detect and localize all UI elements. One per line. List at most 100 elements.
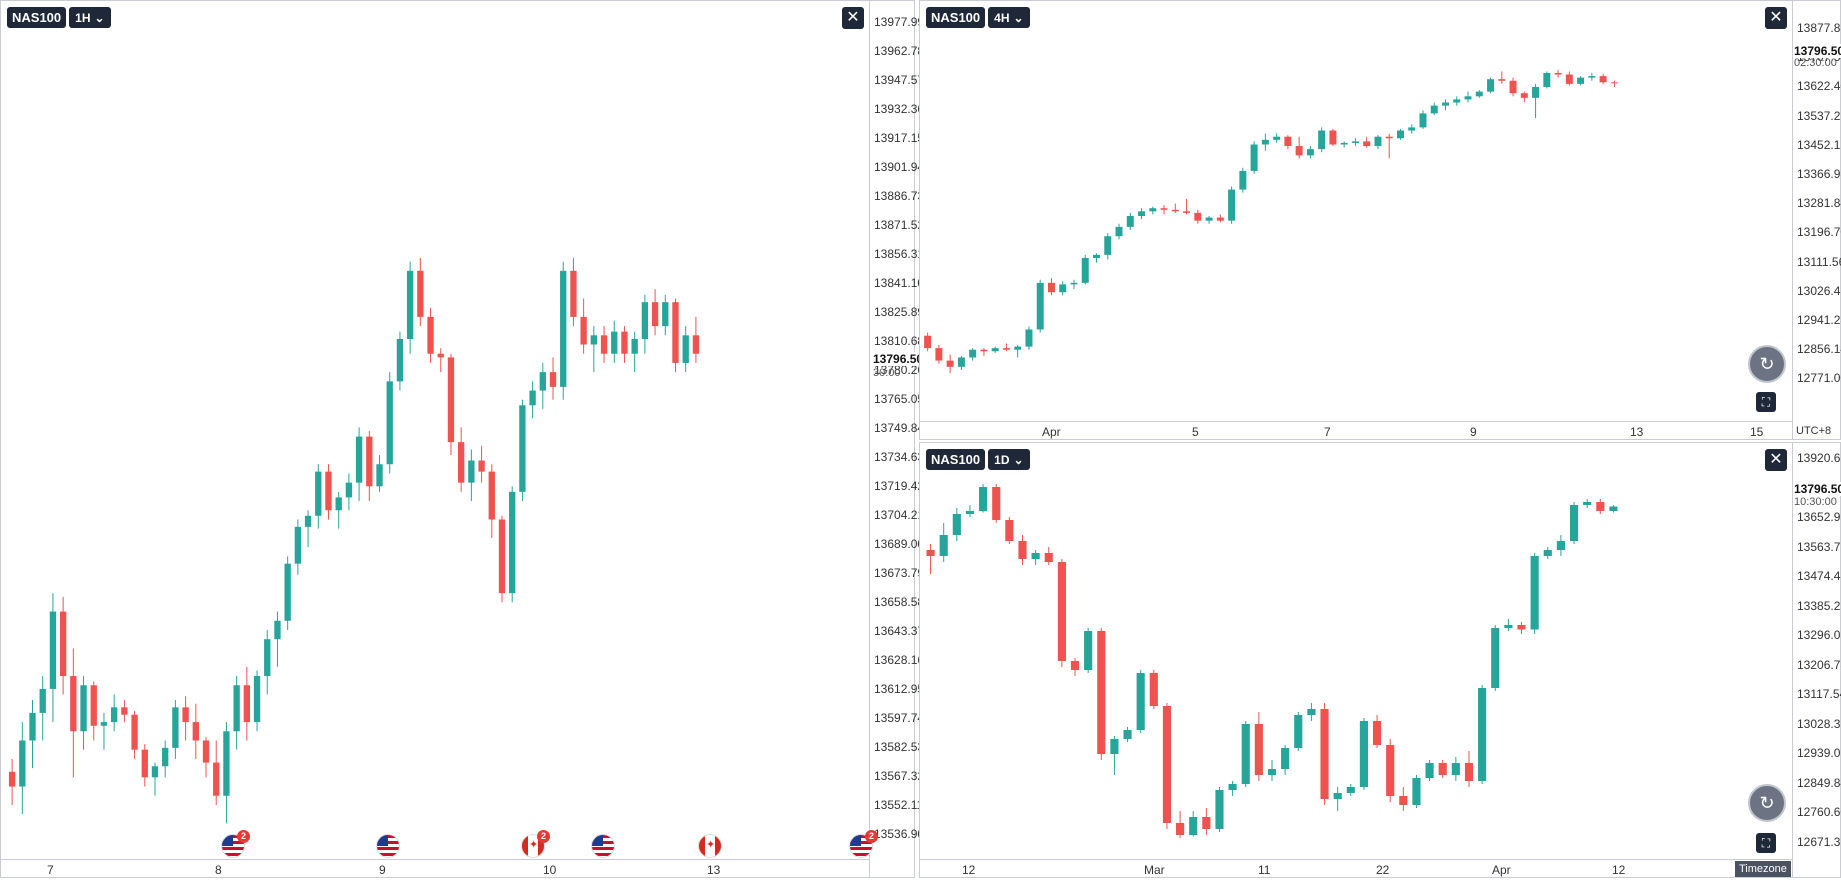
candle-body: [1025, 329, 1033, 347]
candle-body: [1504, 625, 1513, 628]
candle: [437, 348, 444, 373]
price-axis[interactable]: 13877.8813707.5413622.4013537.2613452.12…: [1792, 1, 1841, 439]
candle: [1438, 760, 1447, 778]
candle: [952, 508, 961, 541]
candle-body: [1509, 80, 1517, 94]
timezone-button[interactable]: Timezone: [1735, 861, 1791, 877]
price-tick-label: 13385.25: [1797, 598, 1841, 613]
candle-body: [1351, 141, 1359, 143]
chevron-down-icon: ⌄: [1013, 452, 1024, 467]
candle: [1115, 223, 1123, 240]
chart-panel-4h[interactable]: NAS100 4H⌄ ✕ 13877.8813707.5413622.40135…: [919, 0, 1841, 440]
time-tick-label: 8: [215, 863, 222, 877]
symbol-label[interactable]: NAS100: [7, 7, 67, 28]
candle-body: [1202, 817, 1211, 829]
candle-body: [1044, 553, 1053, 562]
candle-body: [1451, 763, 1460, 775]
event-flag-ca-icon[interactable]: [698, 834, 722, 858]
screenshot-icon[interactable]: ⛶: [1756, 833, 1776, 853]
chart-panel-1h[interactable]: NAS100 1H ⌄ ✕ 13977.99 13962.78 13947.57 139…: [0, 0, 924, 880]
candle-body: [1216, 217, 1224, 221]
screenshot-icon[interactable]: ⛶: [1756, 392, 1776, 412]
timezone-label[interactable]: UTC+8: [1796, 425, 1832, 437]
candle: [1588, 72, 1596, 81]
chart-panel-1d[interactable]: NAS100 1D⌄ ✕ 13920.6613831.4213652.95135…: [919, 442, 1841, 878]
candle: [1183, 198, 1191, 215]
event-flag-us-icon[interactable]: [376, 834, 400, 858]
candle-body: [580, 316, 587, 345]
time-tick-label: 9: [1470, 425, 1477, 439]
candle-body: [1018, 541, 1027, 559]
price-tick-label: 13567.32: [874, 769, 925, 783]
candle-body: [1136, 673, 1145, 730]
candle: [1399, 787, 1408, 811]
candle: [969, 348, 977, 361]
timeframe-selector[interactable]: 4H ⌄: [988, 7, 1030, 28]
candle: [1136, 670, 1145, 733]
candle: [304, 510, 312, 548]
candle: [1530, 553, 1539, 634]
candle: [529, 381, 536, 419]
candle: [1205, 216, 1213, 224]
time-axis[interactable]: Apr 5 7 9 13 15: [920, 421, 1792, 442]
candle-body: [1284, 136, 1292, 147]
candle-body: [1399, 796, 1408, 805]
candle: [1599, 73, 1607, 84]
candle-body: [1047, 282, 1055, 293]
reset-scroll-icon[interactable]: ↻: [1748, 784, 1786, 822]
price-tick-label: 13689.00: [874, 537, 925, 551]
price-tick-label: 13917.15: [874, 131, 925, 145]
candlestick-plot-1h[interactable]: [1, 1, 869, 859]
candle-body: [1610, 82, 1618, 84]
price-axis[interactable]: 13977.99 13962.78 13947.57 13932.36 13917.15…: [869, 1, 924, 877]
timeframe-selector[interactable]: 1D ⌄: [988, 449, 1030, 470]
price-tick-label: 13111.56: [1797, 254, 1841, 269]
candle: [1464, 751, 1474, 787]
candle: [8, 758, 16, 805]
event-flag-us-icon[interactable]: [591, 834, 615, 858]
candle: [49, 593, 57, 723]
candle: [979, 484, 988, 513]
candle-body: [1267, 769, 1277, 775]
time-axis[interactable]: 12 Mar 11 22 Apr 12: [920, 859, 1792, 880]
bar-countdown: 10:30:00: [1794, 496, 1837, 508]
close-icon[interactable]: ✕: [842, 7, 864, 29]
candle-body: [1250, 144, 1258, 171]
candle: [957, 355, 965, 370]
candle-body: [1396, 130, 1404, 139]
reset-scroll-icon[interactable]: ↻: [1748, 345, 1786, 383]
candlestick-plot-1d[interactable]: [920, 443, 1792, 859]
bar-countdown: 02:30:00: [1794, 57, 1837, 69]
price-axis[interactable]: 13920.6613831.4213652.9513563.7213474.48…: [1792, 443, 1841, 877]
candle-body: [457, 442, 465, 483]
candle-body: [1346, 787, 1355, 793]
candle-body: [1307, 709, 1316, 715]
candle-body: [590, 335, 598, 345]
candle: [1284, 135, 1292, 150]
symbol-label[interactable]: NAS100: [926, 449, 986, 470]
symbol-label[interactable]: NAS100: [926, 7, 986, 28]
candle-body: [1176, 823, 1185, 835]
candlestick-plot-4h[interactable]: [920, 1, 1792, 421]
candle: [1295, 136, 1303, 159]
candle: [1520, 91, 1528, 103]
close-icon[interactable]: ✕: [1765, 449, 1787, 471]
time-axis[interactable]: 7 8 9 10 13: [1, 859, 869, 880]
price-tick-label: 13765.05: [874, 392, 925, 406]
close-icon[interactable]: ✕: [1765, 7, 1787, 29]
candle-body: [672, 302, 679, 363]
timeframe-label: 1D: [994, 452, 1010, 467]
candle: [80, 676, 87, 750]
candle-body: [631, 338, 638, 354]
price-tick-label: 13026.42: [1797, 283, 1841, 298]
candle-body: [611, 331, 618, 354]
time-tick-label: 12: [1612, 863, 1626, 877]
candle: [192, 703, 199, 759]
candle: [1374, 135, 1382, 150]
time-tick-label: Apr: [1042, 425, 1061, 439]
candle: [946, 354, 954, 374]
candle: [406, 261, 414, 354]
price-tick-label: 13028.31: [1797, 716, 1841, 731]
candle-body: [1104, 236, 1112, 255]
timeframe-selector[interactable]: 1H ⌄: [69, 7, 111, 28]
